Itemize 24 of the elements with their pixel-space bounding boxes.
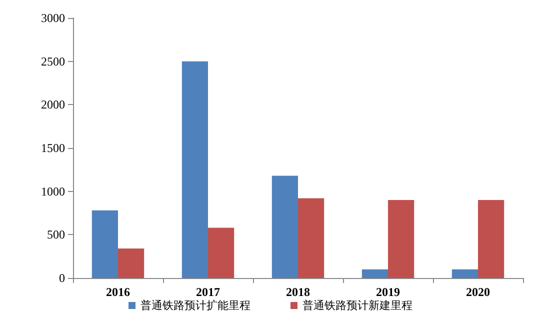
bar [182, 61, 208, 278]
y-tick-label: 3000 [41, 11, 65, 25]
bar [452, 269, 478, 278]
bar [298, 198, 324, 278]
y-tick-label: 2000 [41, 98, 65, 112]
legend-label: 普通铁路预计扩能里程 [140, 299, 250, 312]
x-tick-label: 2017 [196, 285, 220, 299]
bar [92, 210, 118, 278]
bar [362, 269, 388, 278]
bar [118, 248, 144, 278]
y-tick-label: 500 [47, 228, 65, 242]
y-tick-label: 2500 [41, 54, 65, 68]
bar [478, 200, 504, 278]
x-tick-label: 2019 [376, 285, 400, 299]
y-tick-label: 0 [59, 271, 65, 285]
bar [272, 176, 298, 278]
x-tick-label: 2016 [106, 285, 130, 299]
legend-label: 普通铁路预计新建里程 [302, 299, 412, 312]
y-tick-label: 1000 [41, 184, 65, 198]
y-tick-label: 1500 [41, 141, 65, 155]
bar [388, 200, 414, 278]
bar [208, 228, 234, 278]
x-tick-label: 2018 [286, 285, 310, 299]
x-tick-label: 2020 [466, 285, 490, 299]
